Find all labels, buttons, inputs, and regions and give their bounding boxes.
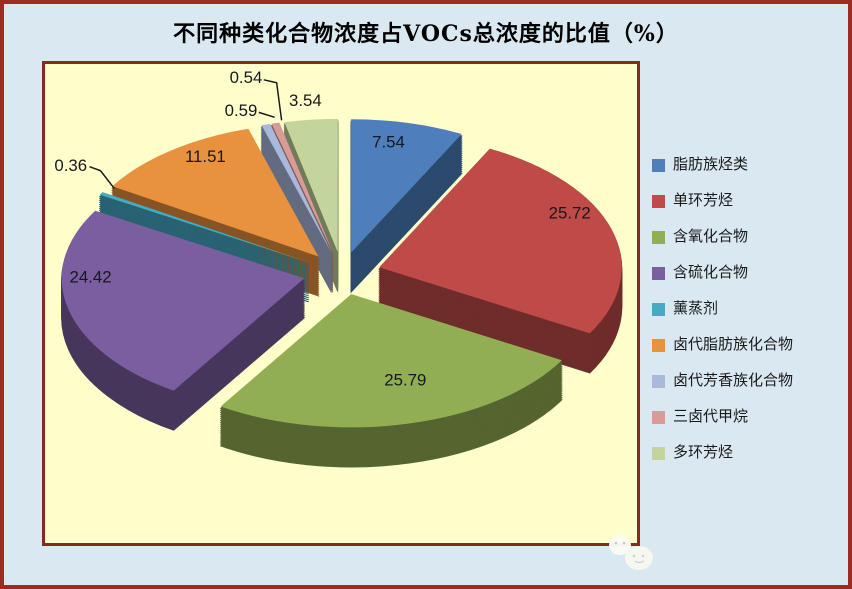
legend-swatch [652,158,665,172]
slice-value-label: 11.51 [185,147,226,166]
legend-label: 薰蒸剂 [673,300,719,317]
legend-label: 含氧化合物 [673,228,749,245]
legend-label: 脂肪族烃类 [673,156,749,173]
legend: 脂肪族烃类单环芳烃含氧化合物含硫化合物薰蒸剂卤代脂肪族化合物 卤代芳香族化合物 三卤… [652,156,793,480]
watermark-icon [601,531,665,581]
legend-label: 多环芳烃 [673,444,734,461]
pie-slice-1 [378,148,623,374]
legend-item-3: 含硫化合物 [652,264,793,282]
slice-value-label: 25.72 [549,204,591,223]
legend-item-6: 卤代芳香族化合物 [652,372,793,390]
pie-slice-3 [61,210,306,431]
legend-swatch [652,410,665,424]
legend-item-5: 卤代脂肪族化合物 [652,336,793,354]
slice-value-label: 0.36 [54,156,87,175]
legend-item-4: 薰蒸剂 [652,300,793,318]
legend-label: 含硫化合物 [673,264,749,281]
pie-chart: 7.54 25.72 25.79 24.42 0.36 11.51 0.59 0.54 3.54 [54,68,623,468]
legend-item-8: 多环芳烃 [652,444,793,462]
legend-item-0: 脂肪族烃类 [652,156,793,174]
slice-value-label: 7.54 [372,132,405,151]
slice-value-label: 3.54 [289,91,322,110]
legend-label: 卤代芳香族化合物 [673,372,794,389]
chart-title: 不同种类化合物浓度占VOCs总浓度的比值（%） [173,21,679,47]
legend-swatch [652,194,665,208]
callout-line [263,79,283,121]
legend-swatch [652,230,665,244]
callout-line [89,166,115,189]
data-labels: 7.54 25.72 25.79 24.42 0.36 11.51 0.59 0.54 3.54 [54,68,590,389]
legend-swatch [652,446,665,460]
pie-slice-0 [350,119,463,294]
slice-value-label: 0.54 [230,68,263,87]
legend-item-7: 三卤代甲烷 [652,408,793,426]
slice-value-label: 24.42 [69,268,111,287]
callout-line [258,111,275,119]
legend-swatch [652,302,665,316]
legend-swatch [652,266,665,280]
legend-swatch [652,374,665,388]
legend-swatch [652,338,665,352]
legend-label: 单环芳烃 [673,192,734,209]
legend-item-1: 单环芳烃 [652,192,793,210]
legend-item-2: 含氧化合物 [652,228,793,246]
slice-value-label: 25.79 [384,370,426,389]
pie-slice-2 [219,294,563,468]
plot-area: 7.54 25.72 25.79 24.42 0.36 11.51 0.59 0.54 3.54 [42,61,640,546]
legend-label: 卤代脂肪族化合物 [673,336,794,353]
slice-value-label: 0.59 [225,101,258,120]
legend-label: 三卤代甲烷 [673,408,749,425]
